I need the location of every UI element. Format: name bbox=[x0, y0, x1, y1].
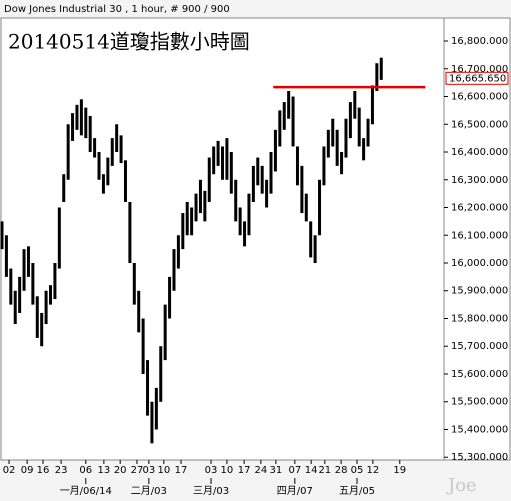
y-tick-label: 16,000.000 bbox=[451, 258, 508, 269]
y-tick-label: 16,200.000 bbox=[451, 203, 508, 214]
last-price-label: 16,665.650 bbox=[449, 73, 506, 84]
x-tick-label: 27 bbox=[131, 465, 144, 476]
x-tick-label: 03 bbox=[142, 465, 155, 476]
watermark: Joe bbox=[446, 475, 477, 496]
month-tick-label: 三月/03 bbox=[193, 485, 229, 497]
y-tick-label: 16,500.000 bbox=[451, 119, 508, 130]
month-tick-label: 二月/03 bbox=[131, 485, 167, 497]
month-tick-label: 四月/07 bbox=[277, 485, 313, 497]
y-tick-label: 16,100.000 bbox=[451, 230, 508, 241]
chart-title: 20140514道瓊指數小時圖 bbox=[8, 30, 250, 54]
y-tick-label: 15,800.000 bbox=[451, 313, 508, 324]
x-tick-label: 31 bbox=[269, 465, 282, 476]
x-tick-label: 20 bbox=[114, 465, 127, 476]
y-tick-label: 15,900.000 bbox=[451, 286, 508, 297]
axis-frame bbox=[443, 17, 511, 461]
y-tick-label: 16,800.000 bbox=[451, 36, 508, 47]
x-tick-label: 13 bbox=[98, 465, 111, 476]
x-tick-label: 09 bbox=[21, 465, 34, 476]
x-tick-label: 19 bbox=[393, 465, 406, 476]
x-tick-label: 16 bbox=[37, 465, 50, 476]
x-tick-label: 02 bbox=[3, 465, 16, 476]
y-tick-label: 16,600.000 bbox=[451, 92, 508, 103]
y-tick-label: 15,500.000 bbox=[451, 397, 508, 408]
x-tick-label: 06 bbox=[79, 465, 92, 476]
x-tick-label: 07 bbox=[288, 465, 301, 476]
y-tick-label: 16,300.000 bbox=[451, 175, 508, 186]
month-tick-label: 一月/06/14 bbox=[60, 485, 112, 497]
header: Dow Jones Industrial 30 , 1 hour, # 900 … bbox=[4, 4, 230, 15]
x-tick-label: 10 bbox=[221, 465, 234, 476]
x-tick-label: 28 bbox=[335, 465, 348, 476]
plot-frame bbox=[0, 17, 445, 461]
x-tick-label: 03 bbox=[205, 465, 218, 476]
x-tick-label: 14 bbox=[305, 465, 318, 476]
y-tick-label: 15,700.000 bbox=[451, 341, 508, 352]
x-tick-label: 12 bbox=[367, 465, 380, 476]
x-tick-label: 10 bbox=[157, 465, 170, 476]
x-tick-label: 24 bbox=[254, 465, 267, 476]
y-tick-label: 16,700.000 bbox=[451, 64, 508, 75]
last-price-box bbox=[445, 71, 509, 85]
x-tick-label: 21 bbox=[318, 465, 331, 476]
x-tick-label: 05 bbox=[351, 465, 364, 476]
x-tick-label: 17 bbox=[238, 465, 251, 476]
y-tick-label: 15,600.000 bbox=[451, 369, 508, 380]
y-tick-label: 16,400.000 bbox=[451, 147, 508, 158]
month-tick-label: 五月/05 bbox=[339, 485, 375, 497]
x-tick-label: 17 bbox=[175, 465, 188, 476]
x-tick-label: 23 bbox=[55, 465, 68, 476]
y-tick-label: 15,300.000 bbox=[451, 452, 508, 463]
y-tick-label: 15,400.000 bbox=[451, 424, 508, 435]
